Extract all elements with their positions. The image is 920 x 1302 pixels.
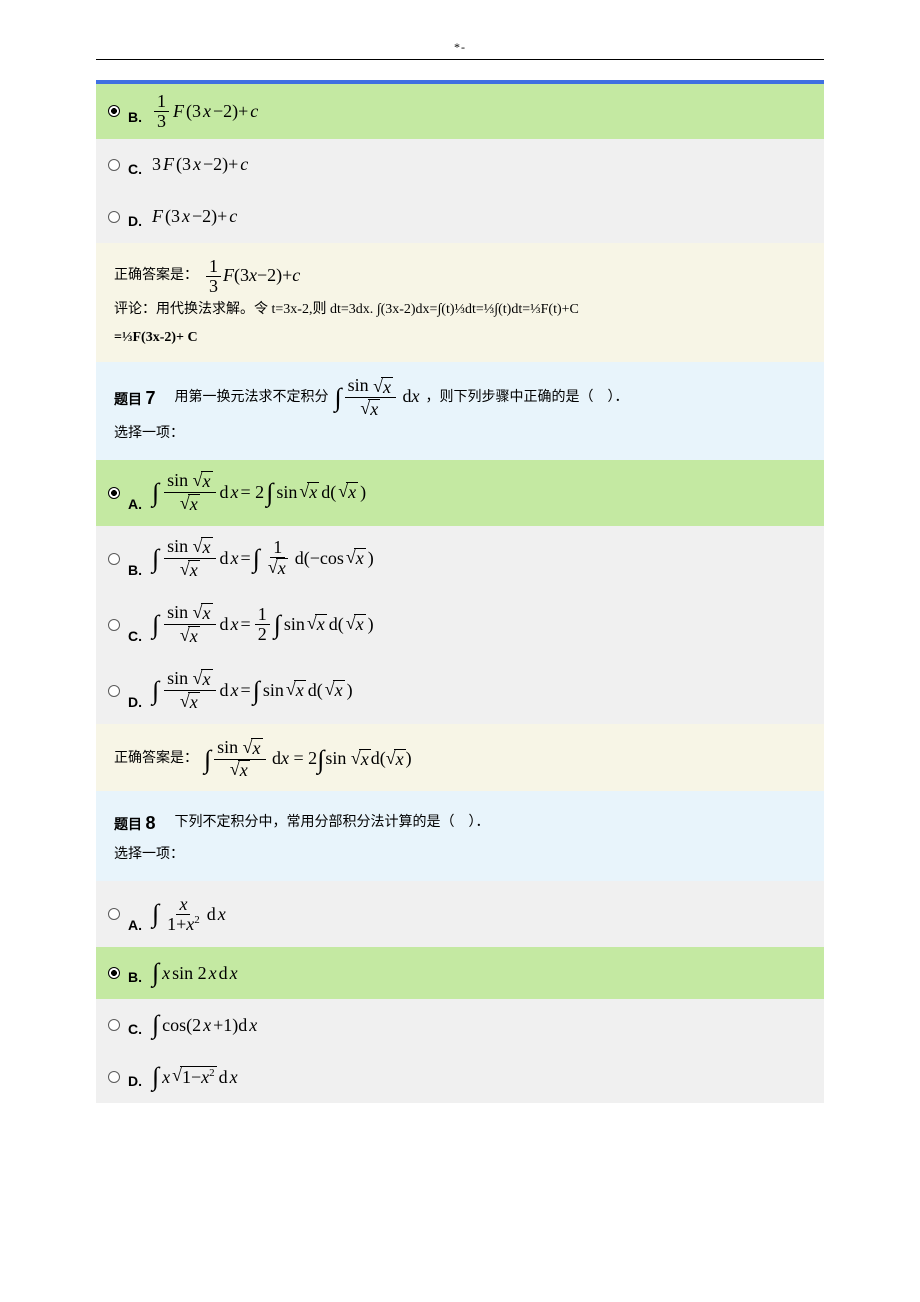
- q7-option-d[interactable]: D. ∫sin xx dx = ∫sin xd(x): [96, 658, 824, 724]
- q7-feedback: 正确答案是： ∫sin xx dx = 2∫sin xd(x): [96, 724, 824, 792]
- q7-stem-block: 题目 7 用第一换元法求不定积分 ∫sin xx dx ，则下列步骤中正确的是（…: [96, 362, 824, 460]
- q7-option-c-math: ∫sin xx dx = 12∫sin xd(x): [152, 603, 374, 647]
- radio-icon: [108, 553, 120, 565]
- radio-icon: [108, 908, 120, 920]
- q6-correct-label: 正确答案是：: [114, 262, 198, 290]
- q7-label: 题目 7: [114, 380, 156, 416]
- q7-correct-math: ∫sin xx dx = 2∫sin xd(x): [204, 738, 412, 782]
- q8-option-b[interactable]: B. ∫xsin 2xdx: [96, 947, 824, 999]
- q8-stem: 下列不定积分中，常用分部积分法计算的是（ ）．: [175, 809, 490, 837]
- q8-select-one: 选择一项：: [114, 841, 806, 869]
- q6-option-c[interactable]: C. 3F(3x−2)+c: [96, 139, 824, 191]
- q7-option-b-math: ∫sin xx dx = ∫1x d(−cos x): [152, 537, 374, 581]
- q7-option-b-letter: B.: [128, 562, 142, 584]
- q6-option-c-math: 3F(3x−2)+c: [152, 154, 248, 175]
- radio-selected-icon: [108, 967, 120, 979]
- q7-correct-label: 正确答案是：: [114, 745, 198, 773]
- q7-select-one: 选择一项：: [114, 420, 806, 448]
- q6-option-b-math: 13F(3x−2)+c: [152, 92, 258, 131]
- q7-option-a-math: ∫sin xx dx = 2∫sin xd(x): [152, 471, 366, 515]
- q8-option-c-letter: C.: [128, 1021, 142, 1043]
- q7-option-d-letter: D.: [128, 694, 142, 716]
- q6-option-b-letter: B.: [128, 109, 142, 131]
- q6-option-b[interactable]: B. 13F(3x−2)+c: [96, 84, 824, 139]
- q6-option-c-letter: C.: [128, 161, 142, 183]
- q8-option-a-letter: A.: [128, 917, 142, 939]
- q8-option-c-math: ∫cos(2x+1)dx: [152, 1015, 257, 1036]
- q8-option-d-letter: D.: [128, 1073, 142, 1095]
- radio-icon: [108, 159, 120, 171]
- radio-icon: [108, 685, 120, 697]
- radio-selected-icon: [108, 105, 120, 117]
- q6-correct-math: 13F(3x−2)+c: [204, 257, 300, 296]
- q8-option-b-letter: B.: [128, 969, 142, 991]
- q6-option-d-math: F(3x−2)+c: [152, 206, 237, 227]
- q6-options-shell: B. 13F(3x−2)+c C. 3F(3x−2)+c D. F(3x−2)+…: [96, 80, 824, 243]
- q8-option-d[interactable]: D. ∫x1−x2 dx: [96, 1051, 824, 1103]
- radio-selected-icon: [108, 487, 120, 499]
- q7-stem-pre: 用第一换元法求不定积分: [175, 384, 329, 412]
- q8-option-c[interactable]: C. ∫cos(2x+1)dx: [96, 999, 824, 1051]
- q8-stem-block: 题目 8 下列不定积分中，常用分部积分法计算的是（ ）． 选择一项：: [96, 791, 824, 881]
- q6-feedback: 正确答案是： 13F(3x−2)+c 评论：用代换法求解。令 t=3x-2,则 …: [96, 243, 824, 362]
- q6-option-d[interactable]: D. F(3x−2)+c: [96, 191, 824, 243]
- q8-label: 题目 8: [114, 805, 156, 841]
- q7-option-a[interactable]: A. ∫sin xx dx = 2∫sin xd(x): [96, 460, 824, 526]
- q7-option-c[interactable]: C. ∫sin xx dx = 12∫sin xd(x): [96, 592, 824, 658]
- page-header-rule: [96, 59, 824, 60]
- q7-stem-integral: ∫sin xx dx: [335, 376, 420, 420]
- q7-options-shell: A. ∫sin xx dx = 2∫sin xd(x) B. ∫sin xx d…: [96, 460, 824, 724]
- q7-option-d-math: ∫sin xx dx = ∫sin xd(x): [152, 669, 353, 713]
- radio-icon: [108, 619, 120, 631]
- page-header-mark: *-: [0, 40, 920, 55]
- q6-commentary-1: 评论：用代换法求解。令 t=3x-2,则 dt=3dx. ∫(3x-2)dx=∫…: [114, 296, 806, 324]
- q6-option-d-letter: D.: [128, 213, 142, 235]
- q7-stem-post: ，则下列步骤中正确的是（ ）．: [426, 384, 629, 412]
- q8-option-d-math: ∫x1−x2 dx: [152, 1066, 238, 1088]
- radio-icon: [108, 211, 120, 223]
- q7-option-c-letter: C.: [128, 628, 142, 650]
- q8-option-a[interactable]: A. ∫x1+x2 dx: [96, 881, 824, 947]
- q6-commentary-2: =⅓F(3x-2)+ C: [114, 324, 806, 352]
- q8-options-shell: A. ∫x1+x2 dx B. ∫xsin 2xdx C. ∫cos(2x+1)…: [96, 881, 824, 1103]
- q7-option-b[interactable]: B. ∫sin xx dx = ∫1x d(−cos x): [96, 526, 824, 592]
- q8-option-a-math: ∫x1+x2 dx: [152, 895, 226, 934]
- q7-option-a-letter: A.: [128, 496, 142, 518]
- radio-icon: [108, 1019, 120, 1031]
- radio-icon: [108, 1071, 120, 1083]
- q8-option-b-math: ∫xsin 2xdx: [152, 963, 238, 984]
